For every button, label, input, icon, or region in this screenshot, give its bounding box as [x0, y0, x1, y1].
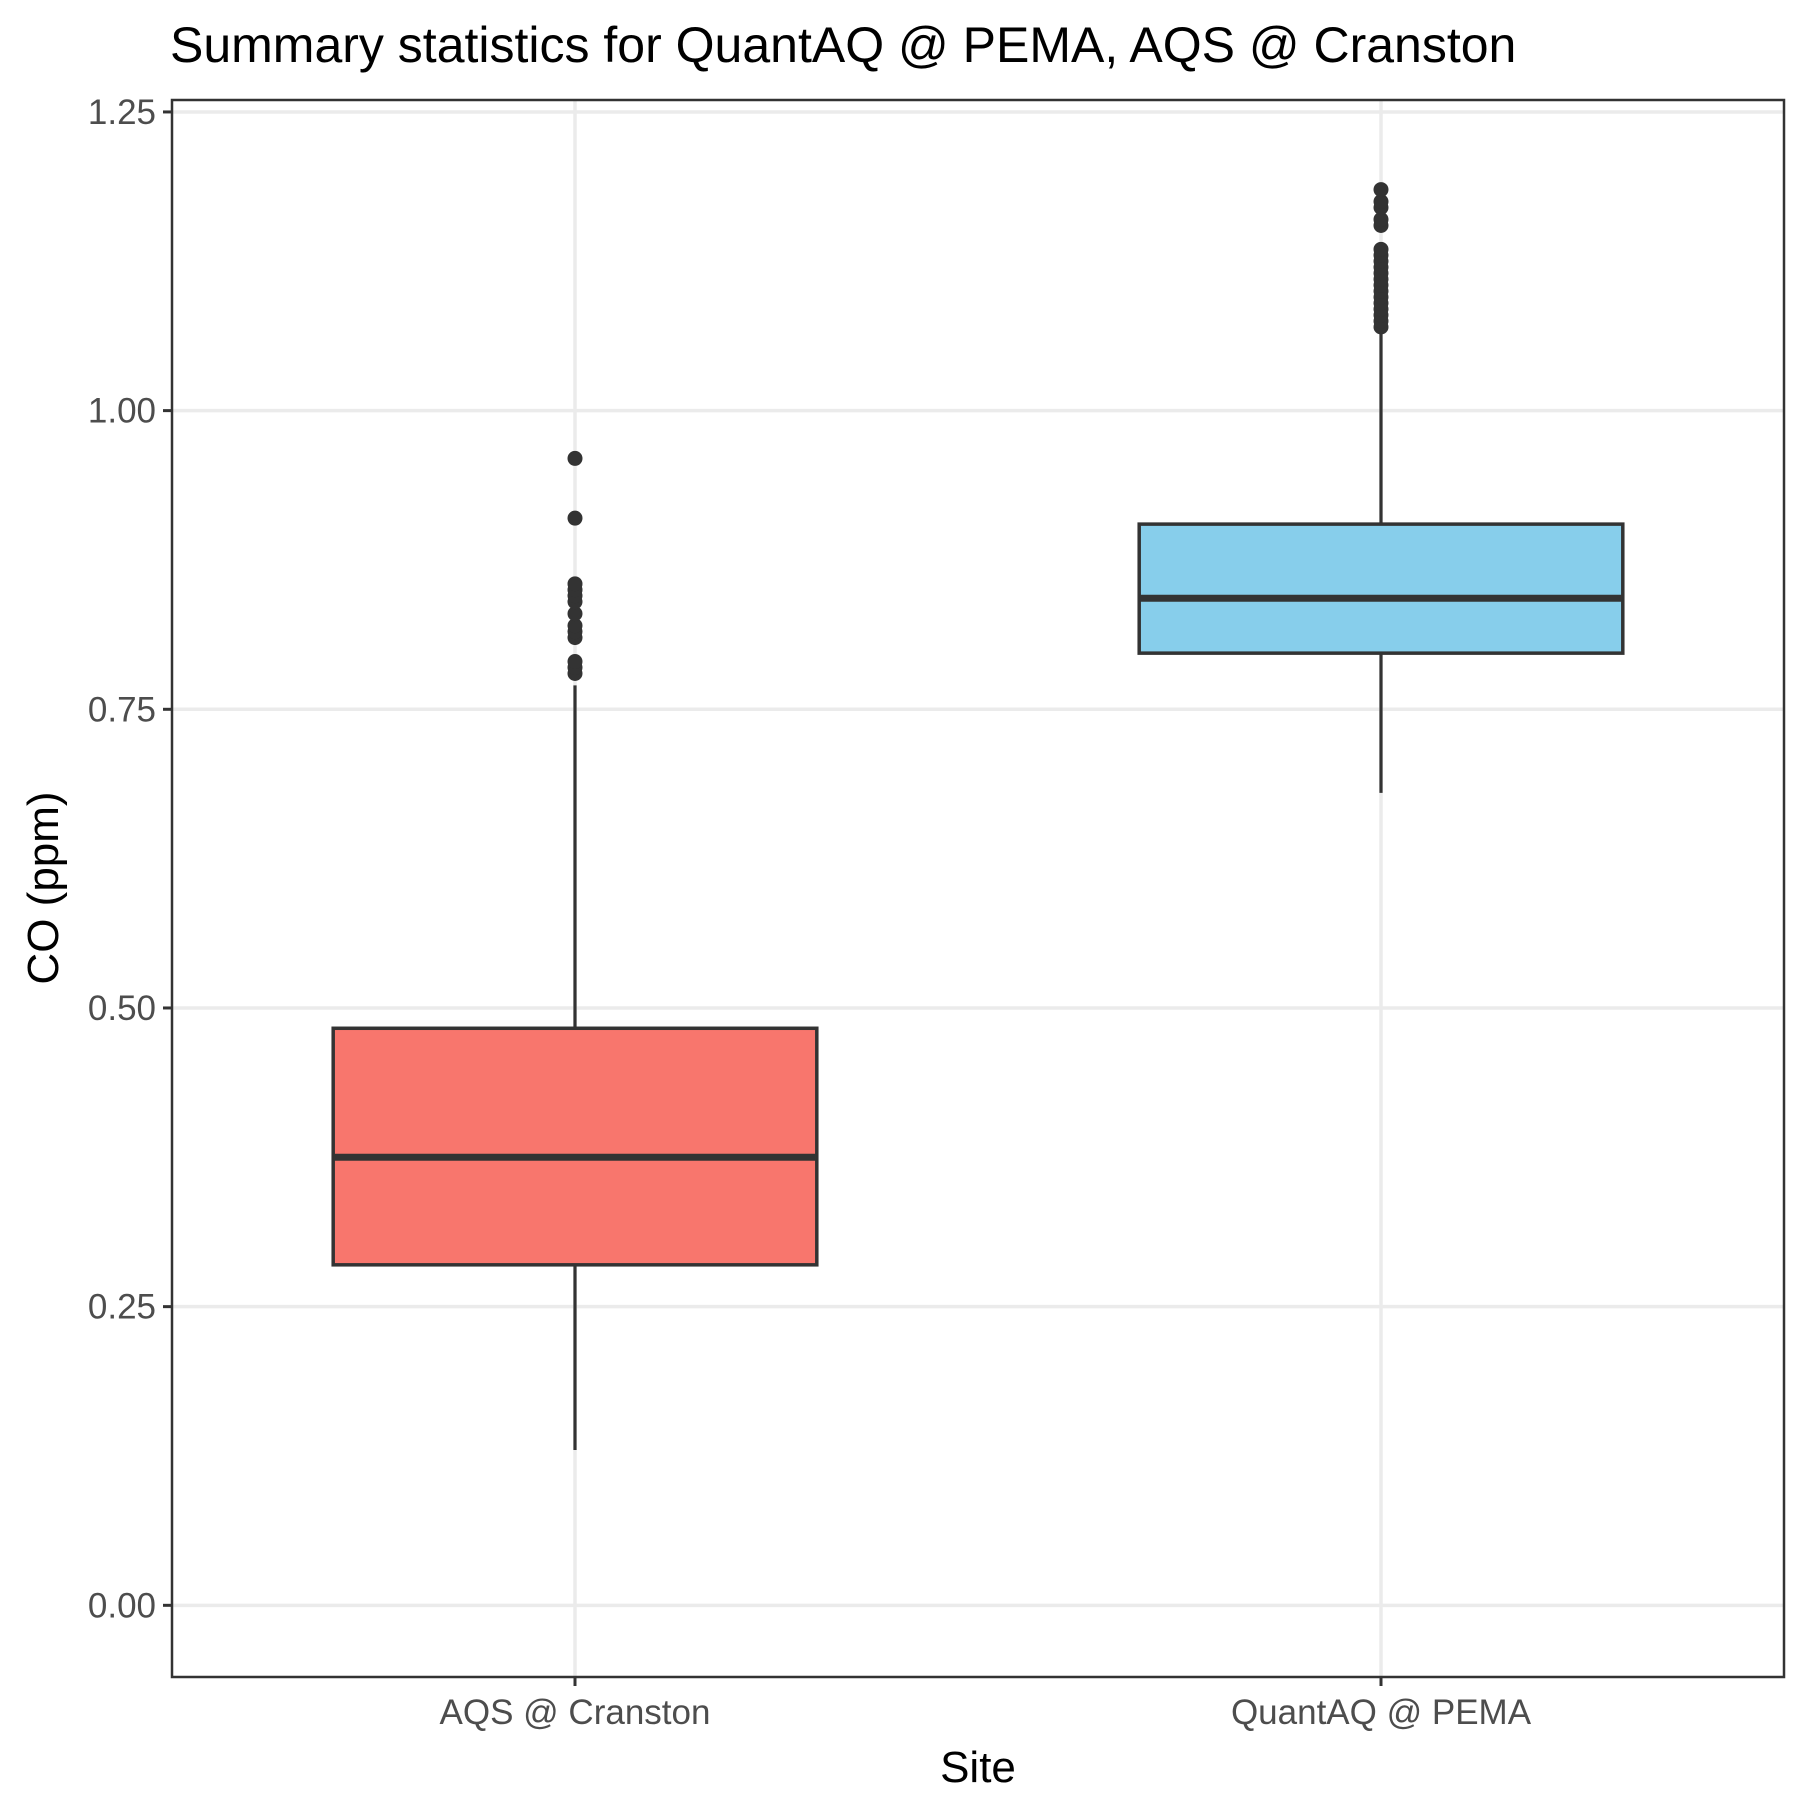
- y-axis-title: CO (ppm): [19, 791, 68, 984]
- plot-panel: [170, 98, 1786, 1679]
- outlier-point: [1373, 241, 1389, 257]
- y-tick-label: 1.00: [88, 392, 156, 431]
- boxes-layer: [331, 182, 1625, 1451]
- outlier-point: [567, 450, 583, 466]
- y-tick-label: 0.75: [88, 690, 156, 729]
- outlier-point: [567, 576, 583, 592]
- outlier-point: [567, 510, 583, 526]
- x-tick-label: QuantAQ @ PEMA: [1231, 1693, 1532, 1732]
- y-tick-label: 0.50: [88, 989, 156, 1028]
- outlier-point: [567, 654, 583, 670]
- outlier-point: [1373, 211, 1389, 227]
- outlier-point: [1373, 182, 1389, 198]
- chart-title: Summary statistics for QuantAQ @ PEMA, A…: [170, 17, 1516, 73]
- box-group: [1137, 182, 1625, 793]
- outlier-point: [567, 618, 583, 634]
- gridlines: [172, 100, 1784, 1677]
- box-group: [331, 450, 819, 1451]
- iqr-box: [331, 1026, 819, 1267]
- y-tick-label: 0.00: [88, 1586, 156, 1625]
- outlier-point: [567, 606, 583, 622]
- x-axis-title: Site: [940, 1743, 1016, 1792]
- axes-layer: 0.00 0.25 0.50 0.75 1.00 1.25 AQS @ Cranston Qu…: [88, 93, 1532, 1732]
- y-tick-label: 0.25: [88, 1288, 156, 1327]
- outlier-point: [1373, 194, 1389, 210]
- x-tick-label: AQS @ Cranston: [440, 1693, 711, 1732]
- iqr-box: [1137, 522, 1625, 655]
- y-tick-label: 1.25: [88, 93, 156, 132]
